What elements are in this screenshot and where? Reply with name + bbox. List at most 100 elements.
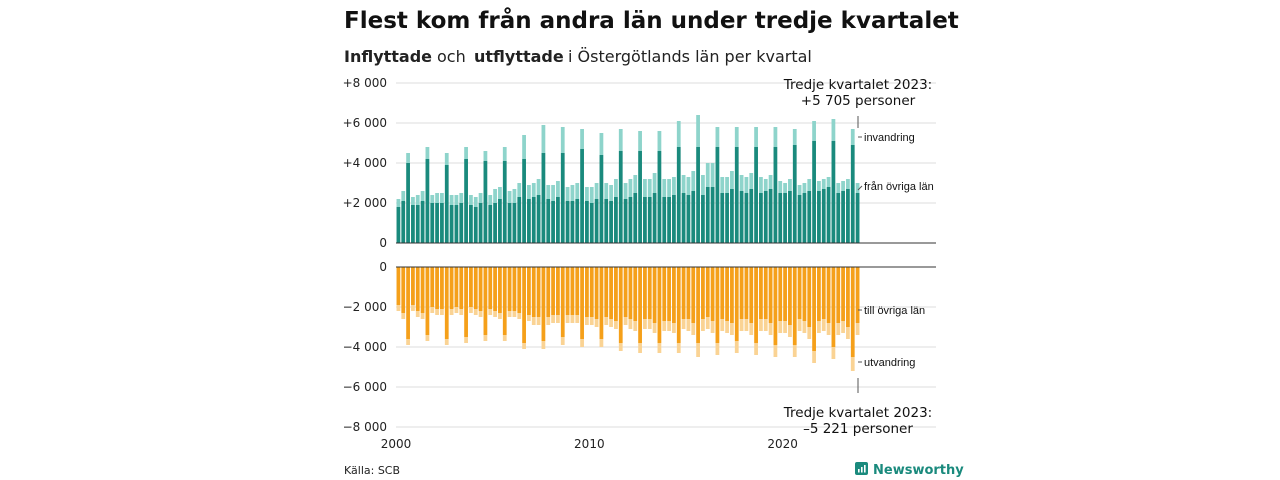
bar-till-ovriga-lan xyxy=(551,267,555,315)
bar-utvandring xyxy=(778,321,783,333)
bar-till-ovriga-lan xyxy=(647,267,652,319)
bar-utvandring xyxy=(657,343,662,353)
bar-utvandring xyxy=(788,325,792,337)
bar-fran-ovriga-lan xyxy=(628,197,633,243)
bar-till-ovriga-lan xyxy=(488,267,493,309)
bar-utvandring xyxy=(435,309,439,315)
bar-till-ovriga-lan xyxy=(512,267,517,311)
brand-logo: Newsworthy xyxy=(855,462,964,478)
bar-utvandring xyxy=(846,327,850,339)
bar-fran-ovriga-lan xyxy=(493,203,497,243)
bar-utvandring xyxy=(560,337,565,345)
bar-till-ovriga-lan xyxy=(478,267,483,311)
bar-fran-ovriga-lan xyxy=(720,193,725,243)
bar-fran-ovriga-lan xyxy=(773,147,778,243)
bar-invandring xyxy=(522,135,526,159)
x-tick-label: 2010 xyxy=(574,437,605,451)
bar-utvandring xyxy=(440,309,444,315)
bar-utvandring xyxy=(734,341,739,353)
bar-till-ovriga-lan xyxy=(821,267,826,319)
bar-utvandring xyxy=(783,321,787,333)
bar-invandring xyxy=(783,183,787,193)
bar-invandring xyxy=(527,185,531,199)
label-invandring: invandring xyxy=(864,132,915,144)
bar-till-ovriga-lan xyxy=(483,267,488,335)
bar-till-ovriga-lan xyxy=(459,267,464,309)
bar-fran-ovriga-lan xyxy=(821,189,826,243)
bar-till-ovriga-lan xyxy=(725,267,729,321)
bar-fran-ovriga-lan xyxy=(415,205,420,243)
bar-invandring xyxy=(754,127,758,147)
bar-fran-ovriga-lan xyxy=(817,191,821,243)
bar-fran-ovriga-lan xyxy=(691,191,696,243)
bar-fran-ovriga-lan xyxy=(662,197,667,243)
bar-invandring xyxy=(580,129,584,149)
bar-fran-ovriga-lan xyxy=(541,153,546,243)
bar-utvandring xyxy=(725,321,729,333)
bar-till-ovriga-lan xyxy=(614,267,618,321)
bar-invandring xyxy=(396,199,401,207)
bar-utvandring xyxy=(633,321,638,331)
bar-utvandring xyxy=(604,317,609,325)
bar-fran-ovriga-lan xyxy=(449,205,454,243)
bar-till-ovriga-lan xyxy=(435,267,439,309)
subtitle-och: och xyxy=(437,47,466,66)
label-till-ovriga-lan: till övriga län xyxy=(864,305,925,317)
bar-invandring xyxy=(773,127,778,147)
bar-utvandring xyxy=(473,309,478,315)
bar-utvandring xyxy=(502,335,507,341)
bar-fran-ovriga-lan xyxy=(585,201,589,243)
bar-invandring xyxy=(720,177,725,193)
bar-utvandring xyxy=(681,319,686,329)
bar-invandring xyxy=(502,147,507,161)
bar-utvandring xyxy=(517,313,522,319)
bar-till-ovriga-lan xyxy=(401,267,406,313)
bar-till-ovriga-lan xyxy=(817,267,821,321)
bar-utvandring xyxy=(420,313,425,319)
bar-invandring xyxy=(401,191,406,201)
bar-utvandring xyxy=(512,311,517,317)
bar-invandring xyxy=(826,177,831,187)
bar-fran-ovriga-lan xyxy=(763,191,768,243)
bar-invandring xyxy=(488,195,493,205)
bar-invandring xyxy=(420,191,425,201)
bar-fran-ovriga-lan xyxy=(444,165,449,243)
bar-utvandring xyxy=(739,319,744,331)
bar-till-ovriga-lan xyxy=(604,267,609,317)
bar-till-ovriga-lan xyxy=(430,267,435,307)
bar-invandring xyxy=(812,121,816,141)
bar-utvandring xyxy=(744,319,749,331)
bar-fran-ovriga-lan xyxy=(846,189,850,243)
bar-invandring xyxy=(454,195,459,205)
bar-till-ovriga-lan xyxy=(802,267,807,321)
bar-invandring xyxy=(725,177,729,193)
bar-fran-ovriga-lan xyxy=(580,149,584,243)
bar-till-ovriga-lan xyxy=(464,267,468,337)
bar-fran-ovriga-lan xyxy=(643,197,647,243)
bar-utvandring xyxy=(797,319,802,331)
bar-fran-ovriga-lan xyxy=(749,189,754,243)
bar-till-ovriga-lan xyxy=(633,267,638,321)
bar-invandring xyxy=(730,171,734,189)
bar-utvandring xyxy=(541,341,546,349)
bar-fran-ovriga-lan xyxy=(401,201,406,243)
bar-fran-ovriga-lan xyxy=(594,199,599,243)
bar-till-ovriga-lan xyxy=(643,267,647,319)
bar-invandring xyxy=(512,189,517,203)
bar-fran-ovriga-lan xyxy=(565,201,570,243)
bar-till-ovriga-lan xyxy=(420,267,425,313)
bar-utvandring xyxy=(623,317,628,325)
bar-utvandring xyxy=(488,309,493,315)
bar-till-ovriga-lan xyxy=(589,267,594,317)
bar-utvandring xyxy=(585,317,589,325)
bar-till-ovriga-lan xyxy=(531,267,536,317)
bar-utvandring xyxy=(841,321,845,333)
bar-invandring xyxy=(788,179,792,191)
bar-invandring xyxy=(686,177,691,195)
bar-invandring xyxy=(473,197,478,207)
bar-invandring xyxy=(589,187,594,203)
bar-fran-ovriga-lan xyxy=(768,189,773,243)
bar-invandring xyxy=(459,193,464,203)
bar-invandring xyxy=(831,119,836,141)
bar-utvandring xyxy=(599,339,604,347)
